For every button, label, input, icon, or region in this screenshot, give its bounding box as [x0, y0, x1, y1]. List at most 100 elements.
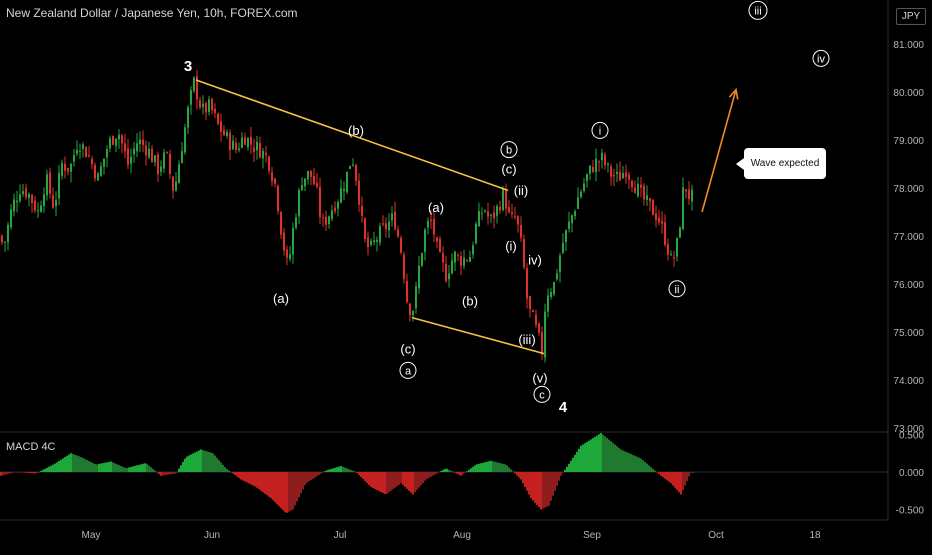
candle-body — [199, 100, 201, 108]
candle-body — [229, 132, 231, 150]
macd-bar — [290, 472, 292, 511]
wave-expected-callout: Wave expected — [736, 148, 826, 179]
macd-bar — [478, 463, 480, 472]
candle-body — [124, 143, 126, 152]
candle-body — [172, 176, 174, 191]
macd-bar — [316, 472, 318, 477]
macd-bar — [514, 472, 516, 474]
macd-bar — [528, 472, 530, 495]
macd-bar — [310, 472, 312, 481]
macd-bar — [470, 468, 472, 472]
macd-bar — [372, 472, 374, 488]
currency-button[interactable]: JPY — [896, 8, 926, 25]
macd-bar — [588, 440, 590, 472]
price-tick-label: 80.000 — [893, 88, 924, 99]
candle-body — [94, 164, 96, 179]
macd-bar — [272, 472, 274, 501]
macd-bar — [500, 463, 502, 472]
macd-bar — [380, 472, 382, 492]
macd-bar — [454, 472, 456, 473]
macd-title: MACD 4C — [6, 441, 56, 453]
macd-bar — [440, 471, 442, 472]
macd-bar — [346, 468, 348, 472]
candle-body — [301, 185, 303, 191]
macd-bar — [50, 465, 52, 472]
candle-body — [175, 181, 177, 191]
macd-bar — [208, 452, 210, 472]
wave-label-circle — [668, 280, 686, 298]
candle-body — [526, 268, 528, 299]
candle-body — [277, 185, 279, 212]
candle-body — [427, 221, 429, 228]
candle-body — [289, 254, 291, 259]
macd-bar — [348, 469, 350, 472]
candle-body — [196, 76, 198, 100]
wave-label: 4 — [559, 399, 568, 416]
macd-bar — [314, 472, 316, 478]
candle-body — [574, 211, 576, 217]
macd-bar — [554, 472, 556, 491]
macd-bar — [690, 472, 692, 473]
candle-body — [82, 144, 84, 149]
macd-bar — [320, 472, 322, 474]
macd-bar — [140, 464, 142, 472]
macd-bar — [270, 472, 272, 499]
candle-body — [622, 173, 624, 179]
macd-bar — [638, 457, 640, 472]
macd-bar — [570, 460, 572, 472]
macd-bar — [190, 454, 192, 472]
macd-bar — [368, 472, 370, 485]
macd-bar — [624, 451, 626, 472]
candle-body — [100, 166, 102, 176]
macd-bar — [458, 472, 460, 475]
macd-bar — [224, 467, 226, 472]
macd-bar — [234, 472, 236, 475]
candle-body — [274, 178, 276, 184]
candle-body — [256, 141, 258, 151]
macd-bar — [524, 472, 526, 487]
candle-body — [13, 199, 15, 212]
macd-bar — [340, 466, 342, 472]
candle-body — [412, 310, 414, 316]
macd-bar — [84, 459, 86, 472]
candle-body — [691, 189, 693, 202]
candle-body — [550, 292, 552, 298]
price-tick-label: 81.000 — [893, 40, 924, 51]
candle-body — [163, 152, 165, 169]
macd-bar — [278, 472, 280, 507]
macd-bar — [176, 471, 178, 473]
macd-bar — [600, 433, 602, 472]
candle-body — [373, 240, 375, 242]
macd-bar — [222, 464, 224, 472]
macd-bar — [556, 472, 558, 486]
wave-label-circle — [399, 361, 417, 379]
macd-bar — [82, 458, 84, 472]
macd-bar — [280, 472, 282, 509]
candle-body — [241, 137, 243, 148]
macd-bar — [636, 456, 638, 472]
macd-bar — [168, 472, 170, 475]
macd-bar — [210, 452, 212, 472]
time-tick-label: Aug — [453, 530, 471, 541]
macd-bar — [678, 472, 680, 493]
macd-bar — [536, 472, 538, 505]
macd-bar — [130, 466, 132, 472]
macd-bar — [670, 472, 672, 484]
candle-body — [346, 171, 348, 193]
candle-body — [571, 215, 573, 224]
macd-bar — [46, 467, 48, 472]
macd-bar — [630, 454, 632, 472]
macd-bar — [534, 472, 536, 503]
candle-body — [334, 207, 336, 212]
candle-body — [265, 153, 267, 156]
candle-body — [376, 239, 378, 242]
macd-bar — [496, 462, 498, 472]
macd-bar — [126, 467, 128, 472]
macd-bar — [284, 472, 286, 513]
candle-body — [529, 296, 531, 309]
macd-bar — [228, 470, 230, 472]
macd-bar — [242, 472, 244, 481]
macd-bar — [336, 467, 338, 472]
macd-bar — [58, 461, 60, 472]
